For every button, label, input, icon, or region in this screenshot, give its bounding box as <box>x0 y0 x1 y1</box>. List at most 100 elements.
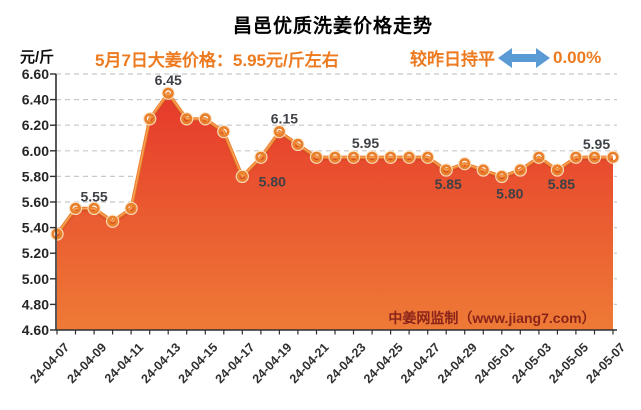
y-axis-tick-label: 5.20 <box>22 245 49 261</box>
data-point-halo <box>198 112 212 126</box>
x-axis-tick-label: 24-05-01 <box>472 340 517 386</box>
page-title: 昌邑优质洗姜价格走势 <box>232 16 433 37</box>
data-point-halo <box>421 150 435 164</box>
data-point-halo <box>50 227 64 241</box>
point-value-label: 5.85 <box>548 176 575 192</box>
data-point-halo <box>309 150 324 164</box>
point-value-label: 6.15 <box>271 111 298 127</box>
data-point-halo <box>217 124 231 139</box>
data-point-marker <box>162 87 174 99</box>
point-value-label: 5.85 <box>435 176 462 192</box>
data-point-markers <box>50 86 620 241</box>
x-axis-tick-label: 24-05-03 <box>509 340 554 386</box>
x-axis-tick-label: 24-04-15 <box>176 340 221 386</box>
data-point-halo <box>272 124 287 139</box>
y-axis-tick-label: 6.40 <box>22 92 49 108</box>
data-point-halo <box>235 169 249 184</box>
data-point-halo <box>161 86 175 100</box>
y-axis-tick-labels: 6.60 6.40 6.20 6.00 5.80 5.60 5.40 5.20 5.00 4.80… <box>22 66 49 338</box>
data-point-marker <box>422 151 434 163</box>
area-fill <box>57 93 613 330</box>
x-axis-tick-label: 24-04-25 <box>361 340 406 386</box>
y-axis-tick-label: 5.00 <box>22 271 49 287</box>
data-point-marker <box>236 170 248 182</box>
data-point-halo <box>439 163 453 177</box>
y-axis-tick-label: 6.20 <box>22 117 49 133</box>
y-axis-tick-label: 6.60 <box>22 66 49 82</box>
data-point-marker <box>477 164 489 176</box>
data-point-marker <box>403 151 415 163</box>
data-point-marker <box>588 151 600 163</box>
point-value-label: 5.80 <box>496 185 523 201</box>
x-axis-tick-label: 24-04-27 <box>398 340 443 386</box>
data-point-halo <box>328 150 342 164</box>
data-point-halo <box>458 156 472 171</box>
data-point-halo <box>346 150 361 164</box>
y-axis-tick-label: 5.60 <box>22 194 49 210</box>
watermark: 中姜网监制（www.jiang7.com） <box>388 310 595 326</box>
x-axis-tick-label: 24-04-29 <box>435 340 480 386</box>
data-point-marker <box>125 202 137 214</box>
x-axis-tick-label: 24-04-23 <box>324 340 369 386</box>
data-point-halo <box>606 150 620 164</box>
data-point-marker <box>459 158 471 170</box>
data-point-marker <box>51 228 63 240</box>
data-point-marker <box>533 151 545 163</box>
data-point-halo <box>143 112 157 126</box>
data-point-marker <box>292 138 304 150</box>
data-point-halo <box>68 201 83 216</box>
point-value-label: 5.80 <box>259 173 286 189</box>
y-axis-tick-label: 6.00 <box>22 143 49 159</box>
data-point-marker <box>570 151 582 163</box>
data-point-halo <box>569 150 583 164</box>
price-subtitle: 5月7日大姜价格：5.95元/斤左右 <box>95 51 339 70</box>
data-point-halo <box>365 150 379 164</box>
data-point-marker <box>440 164 452 176</box>
data-point-marker <box>273 126 285 138</box>
data-point-halo <box>495 169 509 184</box>
x-axis-tick-label: 24-04-17 <box>213 340 258 386</box>
data-point-halo <box>124 201 138 216</box>
data-point-marker <box>310 151 322 163</box>
data-point-halo <box>513 163 527 177</box>
data-point-halo <box>532 150 546 164</box>
data-point-marker <box>144 113 156 125</box>
x-axis-tick-labels: 24-04-0724-04-0924-04-1124-04-1324-04-15… <box>27 340 628 386</box>
data-point-marker <box>218 126 230 138</box>
comparison-value: 0.00% <box>553 47 602 67</box>
data-point-halo <box>587 150 602 164</box>
data-point-halo <box>254 150 268 164</box>
left-right-arrow-icon <box>498 47 550 68</box>
axes <box>50 73 617 335</box>
x-axis-tick-label: 24-04-09 <box>64 340 109 386</box>
comparison-label: 较昨日持平 <box>410 50 495 69</box>
data-point-halo <box>476 163 490 177</box>
data-point-marker <box>70 202 82 214</box>
data-point-halo <box>550 163 565 177</box>
point-value-label: 5.55 <box>80 188 107 204</box>
x-axis-tick-label: 24-04-13 <box>139 340 184 386</box>
x-axis-tick-label: 24-05-05 <box>546 340 591 386</box>
data-point-marker <box>551 164 563 176</box>
data-point-marker <box>366 151 378 163</box>
x-axis-tick-label: 24-04-07 <box>27 340 72 386</box>
data-point-halo <box>105 214 120 228</box>
x-axis-tick-label: 24-04-11 <box>102 340 146 385</box>
y-axis-tick-label: 5.40 <box>22 220 49 236</box>
data-point-marker <box>514 164 526 176</box>
point-value-label: 5.95 <box>352 135 379 151</box>
data-point-marker <box>88 202 100 214</box>
data-point-marker <box>181 113 193 125</box>
data-point-marker <box>199 113 211 125</box>
point-value-labels: 5.55 6.45 5.80 6.15 5.95 5.85 5.80 5.85 5.95 <box>80 72 610 204</box>
data-point-marker <box>385 151 397 163</box>
y-axis-tick-label: 4.60 <box>22 322 49 338</box>
data-point-marker <box>347 151 359 163</box>
data-point-marker <box>107 215 119 227</box>
day-comparison-group: 较昨日持平 0.00% <box>410 45 601 70</box>
x-axis-tick-label: 24-05-07 <box>583 340 628 386</box>
data-point-marker <box>255 151 267 163</box>
y-axis-tick-label: 5.80 <box>22 168 49 184</box>
point-value-label: 5.95 <box>583 136 610 152</box>
